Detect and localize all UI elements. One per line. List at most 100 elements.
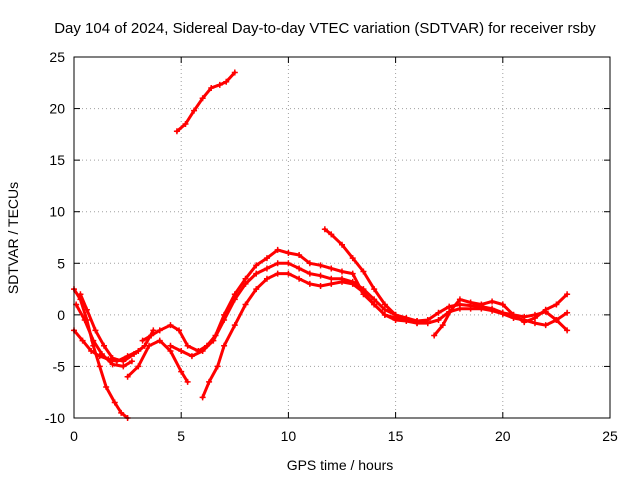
data-point-arc-7	[381, 306, 388, 313]
data-point-arc-9	[328, 231, 335, 238]
data-point-arc-1	[103, 384, 110, 391]
data-point-arc-5	[135, 363, 142, 370]
data-point-arc-8	[285, 270, 292, 277]
data-point-arc-4	[131, 351, 138, 358]
data-point-arc-6	[317, 262, 324, 269]
data-point-arc-2	[79, 337, 86, 344]
data-point-arc-6	[139, 337, 146, 344]
data-point-arc-10	[499, 301, 506, 308]
data-point-arc-1	[96, 363, 103, 370]
data-point-arc-3	[128, 358, 135, 365]
x-tick-label: 10	[281, 428, 297, 444]
data-point-arc-6	[306, 260, 313, 267]
data-point-arc-9	[424, 320, 431, 327]
data-point-arc-11	[199, 95, 206, 102]
data-point-arc-1	[118, 409, 125, 416]
data-point-arc-8	[296, 275, 303, 282]
data-point-arc-7	[564, 309, 571, 316]
data-point-arc-7	[253, 270, 260, 277]
y-tick-label: -10	[45, 410, 65, 426]
data-point-arc-7	[274, 260, 281, 267]
data-point-arc-4	[109, 355, 116, 362]
data-point-arc-8	[371, 301, 378, 308]
data-point-arc-6	[446, 303, 453, 310]
data-point-arc-6	[253, 262, 260, 269]
data-point-arc-10	[531, 314, 538, 321]
data-point-arc-6	[564, 327, 571, 334]
data-point-arc-7	[489, 307, 496, 314]
data-point-arc-6	[263, 255, 270, 262]
x-tick-label: 5	[177, 428, 185, 444]
data-point-arc-11	[216, 81, 223, 88]
data-point-arc-7	[306, 270, 313, 277]
y-tick-label: 15	[49, 152, 65, 168]
data-point-arc-7	[285, 260, 292, 267]
data-point-arc-6	[285, 249, 292, 256]
data-point-arc-7	[499, 310, 506, 317]
data-point-arc-11	[191, 107, 198, 114]
series-arc-10	[432, 292, 569, 337]
axis-ticks	[73, 56, 611, 419]
data-point-arc-1	[111, 399, 118, 406]
y-axis-title: SDTVAR / TECUs	[5, 182, 21, 294]
data-point-arc-7	[435, 317, 442, 324]
data-point-arc-9	[339, 241, 345, 248]
data-point-arc-11	[173, 128, 180, 135]
x-tick-label: 0	[70, 428, 78, 444]
data-point-arc-8	[339, 278, 345, 285]
data-point-arc-10	[456, 296, 463, 303]
data-point-arc-5	[167, 347, 174, 354]
data-point-arc-7	[210, 337, 217, 344]
data-point-arc-7	[231, 296, 238, 303]
chart-title: Day 104 of 2024, Sidereal Day-to-day VTE…	[54, 20, 596, 37]
data-point-arc-7	[199, 347, 206, 354]
data-point-arc-9	[360, 268, 367, 275]
data-point-arc-9	[321, 226, 328, 233]
data-point-arc-5	[124, 373, 131, 380]
data-point-arc-5	[178, 368, 185, 375]
data-point-arc-6	[435, 309, 442, 316]
data-point-arc-6	[176, 327, 183, 334]
data-point-arc-10	[510, 311, 517, 318]
data-point-arc-7	[317, 272, 324, 279]
data-point-arc-8	[214, 363, 221, 370]
data-point-arc-7	[371, 296, 378, 303]
data-point-arc-6	[296, 252, 303, 259]
data-point-arc-6	[148, 332, 155, 339]
y-tick-label: 0	[57, 307, 65, 323]
data-point-arc-7	[467, 305, 474, 312]
data-point-arc-4	[83, 306, 90, 313]
data-point-arc-10	[489, 298, 496, 305]
data-point-arc-10	[439, 322, 446, 329]
data-point-arc-8	[263, 275, 270, 282]
y-axis-tick-labels: -10 -5 0 5 10 15 20 25	[45, 49, 65, 426]
data-point-arc-8	[349, 280, 356, 287]
data-point-arc-3	[90, 337, 97, 344]
data-point-arc-9	[381, 301, 388, 308]
data-point-arc-7	[188, 353, 195, 360]
data-point-arc-8	[360, 289, 367, 296]
data-point-arc-9	[392, 311, 399, 318]
data-point-arc-8	[231, 322, 238, 329]
data-point-arc-7	[456, 305, 463, 312]
data-point-arc-7	[178, 347, 185, 354]
x-tick-label: 15	[388, 428, 404, 444]
data-point-arc-4	[150, 327, 157, 334]
data-point-arc-7	[531, 320, 538, 327]
data-point-arc-10	[478, 301, 485, 308]
y-tick-label: 20	[49, 101, 65, 117]
data-point-arc-5	[156, 337, 163, 344]
data-point-arc-6	[349, 270, 356, 277]
y-tick-label: 25	[49, 49, 65, 65]
data-point-arc-10	[521, 319, 528, 326]
series-arc-8	[201, 272, 419, 399]
y-tick-label: 10	[49, 204, 65, 220]
data-point-arc-7	[167, 342, 174, 349]
data-point-arc-6	[242, 275, 249, 282]
x-tick-label: 20	[495, 428, 511, 444]
data-point-arc-11	[231, 69, 238, 76]
data-point-arc-10	[564, 291, 571, 298]
data-point-arc-3	[120, 363, 127, 370]
data-point-arc-11	[208, 84, 215, 91]
